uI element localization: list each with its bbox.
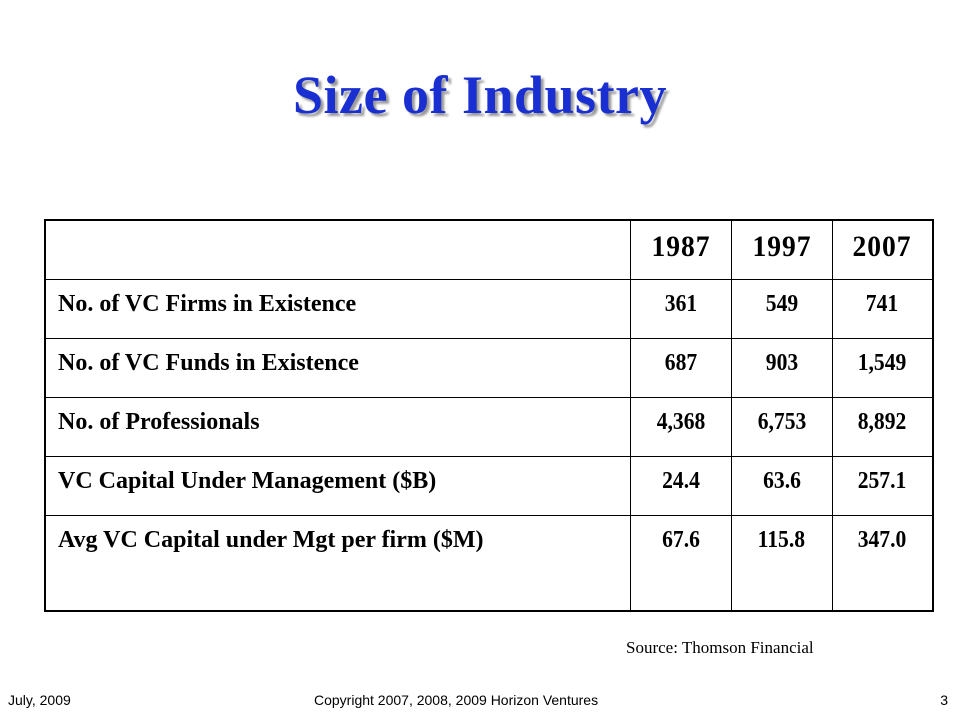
table-header-row: 1987 1997 2007 — [44, 219, 934, 280]
footer-date: July, 2009 — [8, 692, 71, 708]
table-row: Avg VC Capital under Mgt per firm ($M) 6… — [44, 515, 934, 612]
row-label: Avg VC Capital under Mgt per firm ($M) — [44, 515, 631, 612]
table-cell: 347.0 — [831, 515, 934, 612]
table-row: No. of VC Funds in Existence 687 903 1,5… — [44, 338, 934, 398]
table-cell: 257.1 — [831, 456, 934, 516]
table-row: No. of Professionals 4,368 6,753 8,892 — [44, 397, 934, 457]
table-cell: 67.6 — [629, 515, 732, 612]
column-header-2007: 2007 — [831, 219, 934, 280]
row-label: No. of Professionals — [44, 397, 631, 457]
table-cell: 115.8 — [730, 515, 833, 612]
row-label: No. of VC Funds in Existence — [44, 338, 631, 398]
industry-size-table: 1987 1997 2007 No. of VC Firms in Existe… — [44, 219, 934, 612]
footer-page-number: 3 — [940, 692, 948, 708]
table-cell: 361 — [629, 279, 732, 339]
table-cell: 741 — [831, 279, 934, 339]
table-cell: 24.4 — [629, 456, 732, 516]
footer-copyright: Copyright 2007, 2008, 2009 Horizon Ventu… — [314, 692, 599, 708]
table-row: No. of VC Firms in Existence 361 549 741 — [44, 279, 934, 339]
source-note: Source: Thomson Financial — [626, 638, 814, 657]
row-label: No. of VC Firms in Existence — [44, 279, 631, 339]
table-cell: 687 — [629, 338, 732, 398]
table-cell: 1,549 — [831, 338, 934, 398]
table-row: VC Capital Under Management ($B) 24.4 63… — [44, 456, 934, 516]
slide-title: Size of Industry — [292, 65, 668, 125]
table-cell: 549 — [730, 279, 833, 339]
table-cell: 6,753 — [730, 397, 833, 457]
table-cell: 63.6 — [730, 456, 833, 516]
header-empty-cell — [44, 219, 631, 280]
table-cell: 4,368 — [629, 397, 732, 457]
table-cell: 903 — [730, 338, 833, 398]
column-header-1987: 1987 — [629, 219, 732, 280]
column-header-1997: 1997 — [730, 219, 833, 280]
row-label: VC Capital Under Management ($B) — [44, 456, 631, 516]
table-cell: 8,892 — [831, 397, 934, 457]
